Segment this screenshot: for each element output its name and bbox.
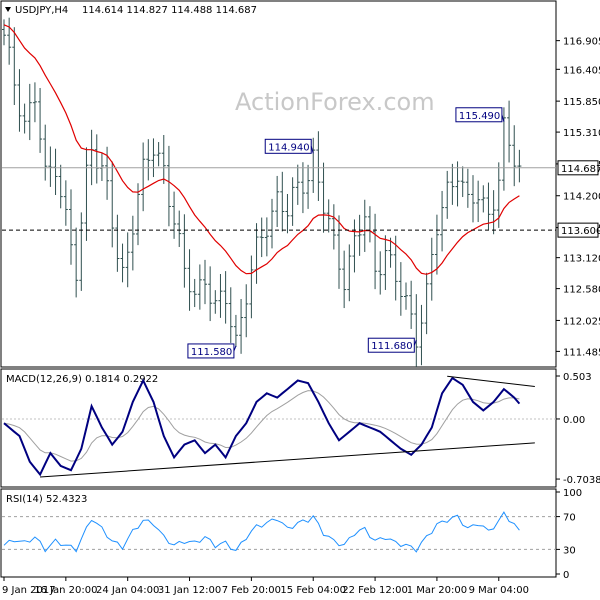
price-tick-label: 114.200 xyxy=(563,192,600,203)
chart-symbol: USDJPY,H4 xyxy=(15,5,68,16)
collapse-triangle-icon[interactable] xyxy=(5,7,11,12)
price-annotation-label: 111.580 xyxy=(191,347,232,358)
rsi-tick-label: 30 xyxy=(563,545,576,556)
x-tick-label: 31 Jan 12:00 xyxy=(158,585,221,596)
price-annotation-pointer xyxy=(413,340,417,346)
price-annotation-pointer xyxy=(310,146,314,154)
price-annotation-pointer xyxy=(233,345,237,352)
macd-layer: 0.503 0.00 -0.7038 xyxy=(2,372,600,486)
price-tick-label: 115.310 xyxy=(563,128,600,139)
price-tick-label: 112.580 xyxy=(563,285,600,296)
price-tick-label: 111.485 xyxy=(563,347,600,358)
rsi-label: RSI(14) 52.4323 xyxy=(6,494,87,505)
price-annotation-label: 111.680 xyxy=(371,341,412,352)
macd-tick-label: -0.7038 xyxy=(563,475,600,486)
rsi-layer: 100 70 30 0 xyxy=(2,488,582,581)
key-level-label: 114.687 xyxy=(561,164,600,175)
x-tick-label: 1 Mar 20:00 xyxy=(407,585,467,596)
key-level-label: 113.600 xyxy=(561,226,600,237)
rsi-tick-label: 0 xyxy=(563,570,569,581)
macd-trendline xyxy=(447,375,535,388)
macd-label: MACD(12,26,9) 0.1814 0.2922 xyxy=(6,374,158,385)
x-tick-label: 9 Jan 2017 xyxy=(2,585,56,596)
macd-line xyxy=(3,376,521,477)
price-annotation-pointer xyxy=(501,114,505,122)
rsi-tick-label: 70 xyxy=(563,513,576,524)
x-tick-label: 7 Feb 20:00 xyxy=(222,585,281,596)
macd-panel xyxy=(0,368,557,488)
price-panel xyxy=(0,0,557,368)
x-tick-label: 9 Mar 04:00 xyxy=(469,585,529,596)
price-annotation-label: 114.940 xyxy=(268,142,309,153)
price-annotation-label: 115.490 xyxy=(459,111,500,122)
macd-trendline xyxy=(40,442,535,478)
price-tick-label: 116.405 xyxy=(563,65,600,76)
x-tick-label: 16 Jan 20:00 xyxy=(34,585,97,596)
rsi-tick-label: 100 xyxy=(563,488,582,499)
price-tick-label: 116.905 xyxy=(563,37,600,48)
x-tick-label: 24 Jan 04:00 xyxy=(96,585,159,596)
price-tick-label: 113.120 xyxy=(563,254,600,265)
x-tick-label: 15 Feb 04:00 xyxy=(280,585,346,596)
price-layer: 116.905116.405115.850115.310114.755114.2… xyxy=(2,17,600,367)
macd-tick-label: 0.00 xyxy=(563,415,585,426)
x-tick-label: 22 Feb 12:00 xyxy=(342,585,408,596)
key-level-box xyxy=(557,160,599,176)
price-tick-label: 112.025 xyxy=(563,316,600,327)
watermark: ActionForex.com xyxy=(235,88,435,116)
chart-ohlc: 114.614 114.827 114.488 114.687 xyxy=(82,5,257,16)
key-level-box xyxy=(557,222,599,238)
rsi-line xyxy=(3,511,520,553)
macd-tick-label: 0.503 xyxy=(563,372,592,383)
macd-signal-line xyxy=(3,390,520,462)
price-tick-label: 115.850 xyxy=(563,97,600,108)
rsi-panel xyxy=(0,488,557,578)
moving-average-line xyxy=(3,24,520,275)
